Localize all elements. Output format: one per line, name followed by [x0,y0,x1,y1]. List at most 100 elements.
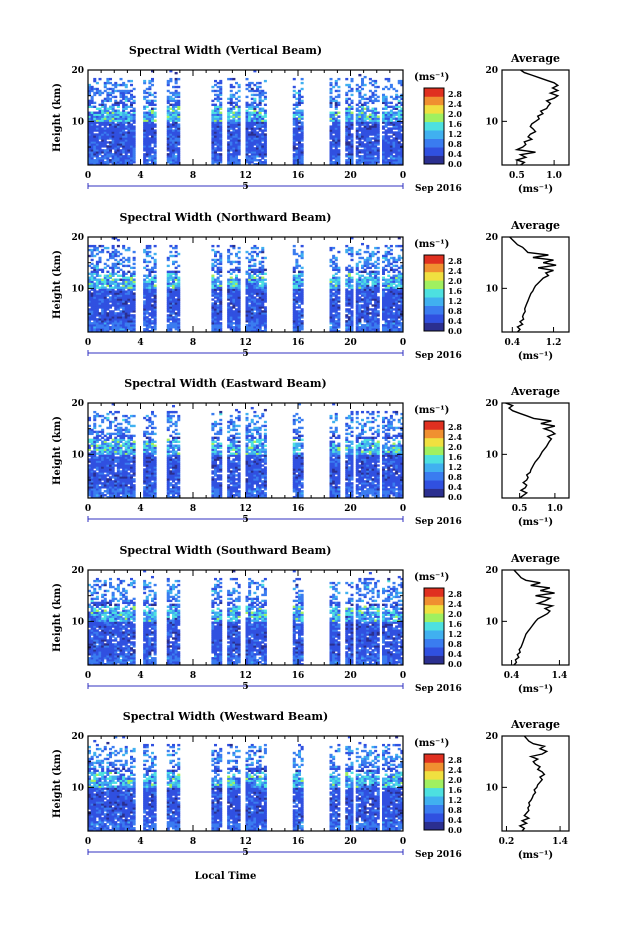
heatmap-cell [95,278,99,281]
heatmap-cell [368,137,372,140]
heatmap-cell [127,97,131,101]
heatmap-cell [363,310,367,313]
heatmap-cell [219,157,223,160]
heatmap-cell [387,129,391,132]
heatmap-cell [347,270,351,274]
heatmap-cell [384,151,388,154]
heatmap-cell [174,119,178,122]
heatmap-cell [387,262,391,266]
heatmap-cell [90,153,94,156]
heatmap-cell [174,113,178,116]
heatmap-cell [371,304,375,307]
heatmap-cell [361,274,365,277]
heatmap-cell [358,276,362,279]
heatmap-cell [334,129,338,132]
heatmap-cell [382,312,386,315]
heatmap-cell [127,306,131,309]
heatmap-cell [153,306,157,309]
heatmap-cell [166,256,170,260]
heatmap-cell [248,316,252,319]
heatmap-cell [214,105,218,109]
heatmap-cell [90,248,94,252]
heatmap-cell [397,125,401,128]
heatmap-cell [261,256,265,260]
heatmap-cell [382,316,386,319]
heatmap-cell [253,306,257,309]
heatmap-cell [258,330,262,333]
heatmap-cell [374,153,378,156]
panel-0: Spectral Width (Vertical Beam)2010Height… [52,44,570,195]
heatmap-cell [219,117,223,120]
heatmap-cell [95,113,99,116]
heatmap-cell [376,149,380,152]
heatmap-cell [395,286,399,289]
heatmap-cell [166,314,170,317]
heatmap-cell [93,113,97,116]
heatmap-cell [300,310,304,313]
heatmap-cell [119,324,123,327]
heatmap-cell [124,111,128,114]
heatmap-cell [101,123,105,126]
heatmap-cell [130,294,134,297]
heatmap-cell [295,264,299,268]
heatmap-cell [371,320,375,323]
heatmap-cell [111,163,115,166]
heatmap-cell [235,103,239,107]
heatmap-cell [90,244,94,248]
heatmap-cell [245,284,249,287]
heatmap-cell [248,89,252,93]
heatmap-cell [132,127,136,130]
heatmap-cell [169,302,173,305]
heatmap-cell [400,137,404,140]
heatmap-cell [366,145,370,148]
heatmap-cell [88,292,92,295]
heatmap-cell [295,133,299,136]
heatmap-cell [261,250,265,254]
heatmap-cell [90,306,94,309]
heatmap-cell [216,270,220,274]
heatmap-cell [237,310,241,313]
heatmap-cell [298,278,302,281]
heatmap-cell [148,153,152,156]
heatmap-cell [151,83,155,87]
heatmap-cell [174,159,178,162]
heatmap-cell [363,137,367,140]
heatmap-cell [211,161,215,164]
heatmap-cell [153,258,157,262]
heatmap-cell [103,121,107,124]
heatmap-cell [88,141,92,144]
heatmap-cell [392,294,396,297]
heatmap-cell [392,276,396,279]
heatmap-cell [361,298,365,301]
heatmap-cell [374,286,378,289]
heatmap-cell [374,316,378,319]
heatmap-cell [132,274,136,277]
heatmap-cell [292,103,296,107]
heatmap-cell [98,125,102,128]
heatmap-cell [261,272,265,276]
heatmap-cell [245,328,249,331]
heatmap-cell [127,276,131,279]
heatmap-cell [345,304,349,307]
heatmap-cell [382,147,386,150]
heatmap-cell [298,161,302,164]
heatmap-cell [166,129,170,132]
heatmap-cell [235,268,239,272]
heatmap-cell [355,294,359,297]
heatmap-cell [229,260,233,264]
heatmap-cell [389,161,393,164]
heatmap-cell [114,137,118,140]
heatmap-cell [298,113,302,116]
heatmap-cell [214,139,218,142]
heatmap-cell [145,288,149,291]
heatmap-cell [295,312,299,315]
heatmap-cell [143,117,147,120]
heatmap-cell [400,244,404,248]
heatmap-cell [95,157,99,160]
heatmap-cell [109,149,113,152]
heatmap-cell [295,314,299,317]
heatmap-cell [127,270,131,274]
heatmap-cell [371,111,375,114]
heatmap-cell [143,131,147,134]
heatmap-cell [389,326,393,329]
